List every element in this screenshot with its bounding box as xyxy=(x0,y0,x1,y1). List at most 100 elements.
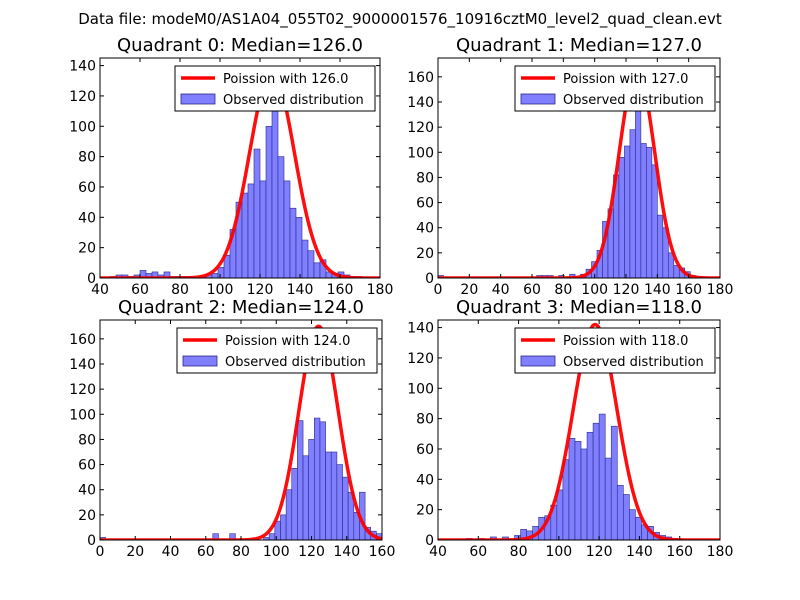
quadrant-1-axes-frame xyxy=(437,57,721,279)
quadrant-3-bar xyxy=(629,509,636,540)
quadrant-1-ytick-label: 160 xyxy=(407,70,434,86)
quadrant-3-bar xyxy=(610,425,618,540)
quadrant-1-ytick-label: 60 xyxy=(416,196,434,212)
quadrant-2-ytick-label: 60 xyxy=(78,458,96,474)
legend-observed-label: Observed distribution xyxy=(563,93,704,108)
quadrant-1-bar xyxy=(651,164,658,278)
quadrant-1-xtick-label: 100 xyxy=(581,282,608,298)
quadrant-0-ytick-label: 60 xyxy=(78,180,96,196)
quadrant-0-xtick-label: 80 xyxy=(171,282,189,298)
quadrant-0-xtick-label: 60 xyxy=(131,282,149,298)
quadrant-2-bar xyxy=(302,455,309,540)
quadrant-1-xtick-label: 60 xyxy=(523,282,541,298)
quadrant-2-bar xyxy=(319,421,326,540)
quadrant-0-bar xyxy=(301,239,309,278)
quadrant-2-xtick-label: 140 xyxy=(333,544,360,560)
quadrant-1-bar xyxy=(657,214,664,278)
quadrant-1-xtick-label: 20 xyxy=(460,282,478,298)
legend-poisson-label: Poission with 118.0 xyxy=(563,334,688,349)
quadrant-0-xtick-label: 40 xyxy=(91,282,109,298)
quadrant-0-ytick-label: 20 xyxy=(78,241,96,257)
quadrant-1-ytick-label: 80 xyxy=(416,170,434,186)
quadrant-1-ytick-label: 0 xyxy=(425,271,434,287)
quadrant-0-bar xyxy=(265,125,273,278)
quadrant-2-bar xyxy=(268,533,276,540)
quadrant-3-ytick-label: 60 xyxy=(416,442,434,458)
quadrant-0-axes-frame xyxy=(99,57,381,279)
quadrant-2-ytick-label: 160 xyxy=(69,332,96,348)
legend-bar-swatch xyxy=(520,93,556,105)
quadrant-2-title: Quadrant 2: Median=124.0 xyxy=(118,297,364,318)
quadrant-2-ytick-label: 120 xyxy=(69,382,96,398)
quadrant-3-bar xyxy=(616,485,624,540)
quadrant-3-bar xyxy=(592,422,600,540)
quadrant-2-ytick-label: 80 xyxy=(78,432,96,448)
quadrant-3-xtick-label: 100 xyxy=(545,544,572,560)
quadrant-3-bar xyxy=(562,459,570,540)
quadrant-0-bar xyxy=(295,217,303,278)
quadrant-1-ytick-label: 40 xyxy=(416,221,434,237)
quadrant-0-bar xyxy=(289,207,297,278)
quadrant-3-bar xyxy=(586,431,594,540)
quadrant-2-bar xyxy=(212,533,219,540)
quadrant-0-bar xyxy=(313,262,321,278)
quadrant-0-bar xyxy=(211,273,219,278)
quadrant-2-bar xyxy=(330,451,338,540)
quadrant-2-xtick-label: 0 xyxy=(96,544,105,560)
quadrant-0-ytick-label: 80 xyxy=(78,150,96,166)
quadrant-0-bar xyxy=(259,180,267,278)
quadrant-3-bar xyxy=(598,413,606,540)
quadrant-1-poisson-line xyxy=(438,67,720,278)
quadrant-2-xtick-label: 40 xyxy=(162,544,180,560)
quadrant-3-ytick-label: 40 xyxy=(416,472,434,488)
quadrant-2-bar xyxy=(291,468,298,540)
quadrant-3-xtick-label: 80 xyxy=(510,544,528,560)
quadrant-1-title: Quadrant 1: Median=127.0 xyxy=(456,35,702,56)
quadrant-2-ytick-label: 40 xyxy=(78,483,96,499)
quadrant-3-bar xyxy=(574,441,582,540)
quadrant-3-ytick-label: 100 xyxy=(407,381,434,397)
quadrant-1-chart: Quadrant 1: Median=127.00 20 40 60 80 100 120 1… xyxy=(407,35,733,298)
quadrant-1-bar xyxy=(646,146,653,278)
quadrant-2-ytick-label: 100 xyxy=(69,407,96,423)
quadrant-2-ytick-label: 140 xyxy=(69,357,96,373)
quadrant-2-xtick-label: 100 xyxy=(263,544,290,560)
quadrant-3-bar xyxy=(604,457,612,540)
quadrant-2-ytick-label: 0 xyxy=(87,533,96,549)
legend-observed-label: Observed distribution xyxy=(563,355,704,370)
quadrant-3-bar xyxy=(623,494,630,540)
quadrant-3-ytick-label: 80 xyxy=(416,412,434,428)
quadrant-0-xtick-label: 160 xyxy=(327,282,354,298)
quadrant-0-bar xyxy=(217,267,225,278)
quadrant-1-bar xyxy=(629,129,636,278)
quadrant-3-title: Quadrant 3: Median=118.0 xyxy=(456,297,702,318)
quadrant-2-bar xyxy=(285,489,293,540)
quadrant-2-bar xyxy=(314,417,321,540)
legend-observed-label: Observed distribution xyxy=(223,93,364,108)
quadrant-1-ytick-label: 140 xyxy=(407,95,434,111)
quadrant-3-ytick-label: 20 xyxy=(416,503,434,519)
quadrant-0-bar xyxy=(253,148,261,278)
quadrant-2-xtick-label: 120 xyxy=(298,544,325,560)
quadrant-2-ytick-label: 20 xyxy=(78,508,96,524)
quadrant-0-legend: Poission with 126.0 Observed distribution xyxy=(174,65,376,112)
legend-bar-swatch xyxy=(520,355,556,367)
quadrant-3-axes-frame xyxy=(437,319,721,541)
quadrant-0-xtick-label: 100 xyxy=(207,282,234,298)
quadrant-3-bar xyxy=(580,448,588,540)
figure-title: Data file: modeM0/AS1A04_055T02_90000015… xyxy=(78,10,722,29)
quadrant-2-legend: Poission with 124.0 Observed distribution xyxy=(176,327,378,374)
quadrant-1-ytick-label: 20 xyxy=(416,246,434,262)
quadrant-0-bar xyxy=(277,156,285,278)
quadrant-3-bar xyxy=(568,438,576,540)
quadrant-2-xtick-label: 80 xyxy=(232,544,250,560)
quadrant-3-bar xyxy=(635,516,642,540)
legend-poisson-label: Poission with 126.0 xyxy=(223,72,348,87)
quadrant-2-xtick-label: 20 xyxy=(126,544,144,560)
quadrant-0-xtick-label: 140 xyxy=(287,282,314,298)
quadrant-2-bar xyxy=(280,514,287,540)
quadrant-0-ytick-label: 120 xyxy=(69,89,96,105)
legend-observed-label: Observed distribution xyxy=(225,355,366,370)
quadrant-3-bar xyxy=(556,489,564,540)
